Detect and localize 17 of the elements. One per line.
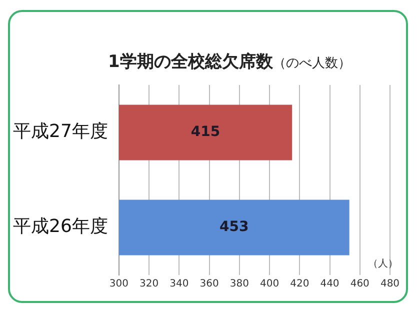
x-tick-label: 360 <box>200 278 219 290</box>
x-tick-label: 420 <box>290 278 310 290</box>
x-tick-label: 340 <box>170 278 189 290</box>
x-tick-label: 380 <box>230 278 249 290</box>
chart-title: 1学期の全校総欠席数 <box>108 52 273 72</box>
y-tick-label: 平成26年度 <box>13 216 108 238</box>
chart-subtitle: （のべ人数） <box>272 56 351 71</box>
x-tick-label: 300 <box>109 278 128 290</box>
x-tick-label: 400 <box>260 278 280 290</box>
data-label: 415 <box>190 124 220 140</box>
x-tick-label: 460 <box>350 278 370 290</box>
x-tick-label: 440 <box>320 278 340 290</box>
y-tick-label: 平成27年度 <box>13 121 108 142</box>
x-tick-label: 480 <box>380 278 400 290</box>
data-label: 453 <box>220 219 249 236</box>
x-axis-title: （人） <box>368 258 398 270</box>
x-tick-label: 320 <box>139 278 159 290</box>
